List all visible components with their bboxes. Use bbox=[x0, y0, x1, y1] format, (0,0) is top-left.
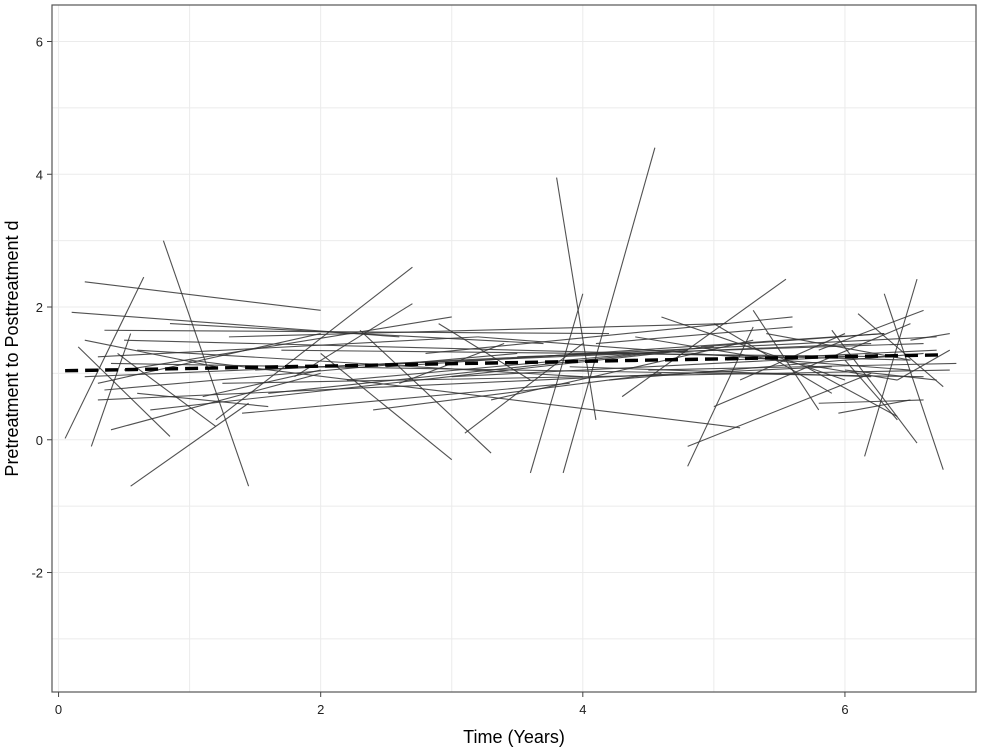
y-tick-label: 0 bbox=[36, 433, 43, 448]
trend-line bbox=[65, 353, 944, 373]
study-line-71 bbox=[844, 359, 898, 421]
study-line-14 bbox=[137, 392, 269, 408]
x-tick-label: 0 bbox=[55, 702, 62, 717]
study-line-3 bbox=[162, 240, 250, 487]
study-line-1 bbox=[84, 281, 321, 311]
y-tick-label: 2 bbox=[36, 300, 43, 315]
study-line-21 bbox=[137, 349, 583, 378]
y-axis-title: Pretreatment to Posttreatment d bbox=[2, 220, 22, 476]
study-line-66 bbox=[805, 366, 898, 418]
study-line-76 bbox=[897, 349, 951, 381]
study-line-36 bbox=[359, 329, 492, 454]
study-line-4 bbox=[64, 276, 145, 439]
study-line-34 bbox=[320, 353, 453, 461]
study-line-59 bbox=[700, 333, 885, 348]
study-line-7 bbox=[97, 333, 321, 384]
y-tick-label: 6 bbox=[36, 35, 43, 50]
y-tick-label: -2 bbox=[31, 566, 43, 581]
study-line-24 bbox=[189, 359, 741, 429]
overall-trend-line bbox=[65, 353, 944, 373]
study-line-57 bbox=[687, 372, 872, 447]
study-line-5 bbox=[130, 402, 249, 487]
study-line-17 bbox=[97, 366, 832, 401]
axis-ticks: 0 2 4 6 -2 0 2 4 6 bbox=[31, 35, 848, 717]
study-line-56 bbox=[661, 316, 846, 381]
study-line-25 bbox=[202, 369, 321, 398]
study-line-51 bbox=[595, 326, 793, 345]
plot-panel-border bbox=[51, 4, 977, 693]
study-line-53 bbox=[621, 278, 787, 398]
study-line-28 bbox=[228, 323, 727, 338]
study-line-19 bbox=[124, 339, 911, 361]
study-line-26 bbox=[215, 266, 413, 421]
study-line-31 bbox=[268, 352, 649, 394]
study-line-69 bbox=[831, 329, 918, 444]
study-line-72 bbox=[844, 369, 937, 381]
study-line-64 bbox=[752, 310, 820, 411]
study-line-6 bbox=[90, 333, 132, 447]
study-line-58 bbox=[687, 326, 754, 467]
x-tick-label: 4 bbox=[579, 702, 586, 717]
study-line-43 bbox=[464, 343, 584, 434]
study-line-15 bbox=[117, 353, 217, 427]
study-line-47 bbox=[529, 293, 584, 474]
study-line-52 bbox=[608, 352, 924, 381]
study-line-13 bbox=[123, 316, 452, 371]
study-line-55 bbox=[648, 362, 957, 371]
study-line-77 bbox=[910, 333, 950, 341]
individual-study-lines bbox=[64, 147, 957, 487]
study-line-8 bbox=[84, 339, 216, 368]
study-line-11 bbox=[77, 346, 171, 437]
grid bbox=[52, 5, 977, 692]
study-line-9 bbox=[97, 336, 478, 358]
study-line-74 bbox=[864, 278, 918, 457]
study-line-41 bbox=[438, 323, 531, 381]
study-line-73 bbox=[857, 313, 944, 388]
study-line-70 bbox=[838, 399, 911, 414]
x-tick-label: 6 bbox=[841, 702, 848, 717]
study-line-75 bbox=[883, 293, 944, 470]
x-tick-label: 2 bbox=[317, 702, 324, 717]
study-line-61 bbox=[713, 323, 911, 408]
study-line-29 bbox=[241, 382, 570, 414]
x-axis-title: Time (Years) bbox=[463, 727, 565, 747]
y-tick-label: 4 bbox=[36, 167, 43, 182]
study-line-49 bbox=[562, 147, 656, 474]
study-line-40 bbox=[425, 316, 793, 355]
study-line-27 bbox=[222, 369, 950, 384]
